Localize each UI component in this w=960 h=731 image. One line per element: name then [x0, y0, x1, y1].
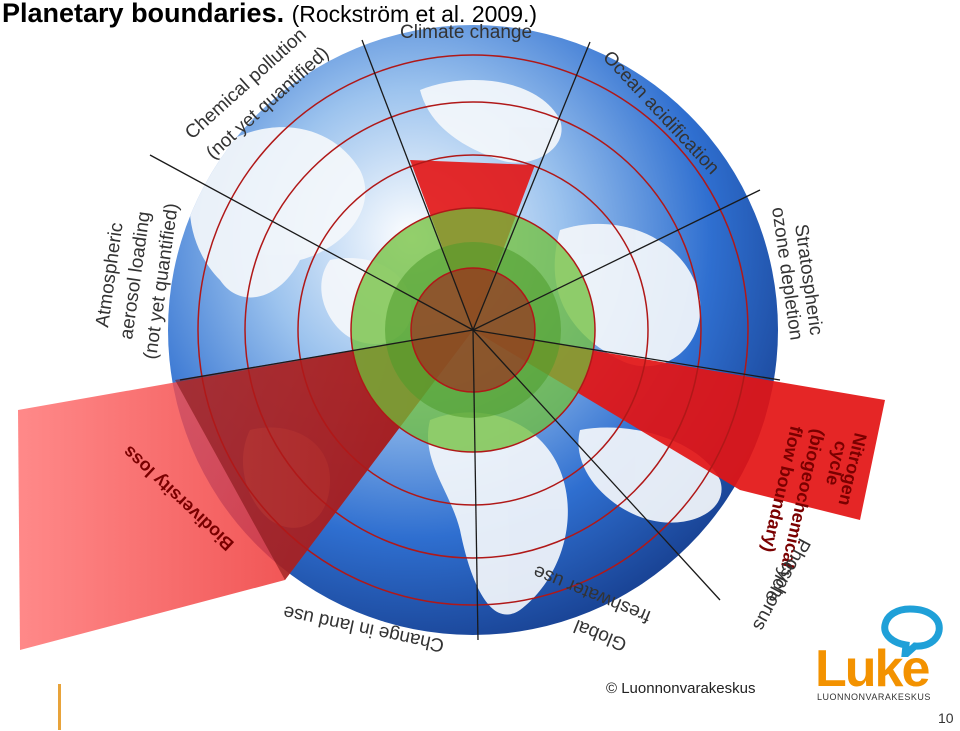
page-number: 10: [938, 710, 954, 726]
copyright-text: © Luonnonvarakeskus: [606, 680, 756, 697]
boundary-rings: [197, 54, 749, 606]
sector-lines: [149, 39, 781, 641]
footer-accent-bar: [58, 684, 61, 730]
label-climate-change: Climate change: [400, 22, 532, 43]
page-title: Planetary boundaries. (Rockström et al. …: [2, 0, 537, 31]
label-freshwater-1: Global: [571, 615, 630, 655]
logo-org-name: LUONNONVARAKESKUS: [817, 692, 931, 702]
title-main: Planetary boundaries.: [2, 0, 285, 28]
luke-logo: Luke LUONNONVARAKESKUS: [815, 605, 950, 705]
logo-wordmark: Luke: [815, 640, 930, 698]
title-citation: (Rockström et al. 2009.): [291, 1, 538, 27]
speech-bubble-icon: [881, 605, 943, 657]
